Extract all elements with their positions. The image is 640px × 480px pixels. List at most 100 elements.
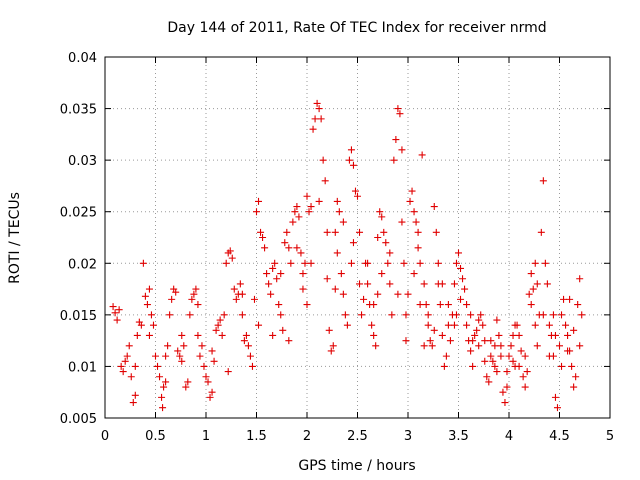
data-point xyxy=(568,362,576,370)
data-point xyxy=(574,301,582,309)
data-point xyxy=(378,270,386,278)
data-point xyxy=(343,321,351,329)
data-point xyxy=(309,125,317,133)
data-point xyxy=(418,151,426,159)
data-point xyxy=(242,331,250,339)
data-point xyxy=(434,259,442,267)
data-point xyxy=(283,228,291,236)
data-point xyxy=(307,203,315,211)
data-point xyxy=(578,311,586,319)
data-point xyxy=(452,259,460,267)
data-point xyxy=(551,331,559,339)
data-point xyxy=(206,393,214,401)
data-point xyxy=(503,383,511,391)
data-point xyxy=(109,303,117,311)
data-point xyxy=(356,228,364,236)
y-tick-label: 0.015 xyxy=(60,309,97,324)
data-point xyxy=(113,316,121,324)
data-point xyxy=(281,239,289,247)
data-point xyxy=(285,244,293,252)
data-point xyxy=(562,321,570,329)
data-point xyxy=(303,301,311,309)
data-point xyxy=(333,249,341,257)
data-point xyxy=(543,280,551,288)
data-point xyxy=(218,331,226,339)
data-point xyxy=(172,288,180,296)
data-point xyxy=(457,295,465,303)
data-point xyxy=(162,378,170,386)
data-point xyxy=(481,337,489,345)
data-point xyxy=(473,326,481,334)
data-point xyxy=(531,259,539,267)
data-point xyxy=(541,259,549,267)
data-point xyxy=(493,316,501,324)
data-point xyxy=(196,352,204,360)
x-tick-label: 4.5 xyxy=(549,429,570,444)
x-tick-label: 2 xyxy=(303,429,311,444)
data-point xyxy=(321,177,329,185)
data-point xyxy=(204,378,212,386)
data-point xyxy=(297,249,305,257)
data-point xyxy=(364,259,372,267)
data-point xyxy=(111,309,119,317)
data-point xyxy=(182,383,190,391)
data-point xyxy=(345,156,353,164)
data-points xyxy=(109,99,586,412)
data-point xyxy=(323,228,331,236)
data-point xyxy=(457,264,465,272)
data-point xyxy=(246,352,254,360)
data-point xyxy=(553,404,561,412)
data-point xyxy=(315,105,323,113)
x-tick-label: 0.5 xyxy=(145,429,166,444)
data-point xyxy=(208,347,216,355)
data-point xyxy=(529,285,537,293)
data-point xyxy=(414,244,422,252)
y-tick-label: 0.025 xyxy=(60,206,97,221)
data-point xyxy=(392,136,400,144)
data-point xyxy=(519,373,527,381)
data-point xyxy=(509,357,517,365)
data-point xyxy=(293,244,301,252)
data-point xyxy=(368,321,376,329)
x-tick-label: 0 xyxy=(101,429,109,444)
x-tick-label: 3.5 xyxy=(448,429,469,444)
data-point xyxy=(315,197,323,205)
data-point xyxy=(257,228,265,236)
data-point xyxy=(497,342,505,350)
data-point xyxy=(117,362,125,370)
data-point xyxy=(339,290,347,298)
data-point xyxy=(402,337,410,345)
data-point xyxy=(505,352,513,360)
data-point xyxy=(331,228,339,236)
data-point xyxy=(238,311,246,319)
chart-title: Day 144 of 2011, Rate Of TEC Index for r… xyxy=(167,20,546,36)
data-point xyxy=(566,295,574,303)
data-point xyxy=(422,301,430,309)
data-point xyxy=(430,203,438,211)
data-point xyxy=(339,218,347,226)
data-point xyxy=(463,301,471,309)
data-point xyxy=(511,321,519,329)
data-point xyxy=(394,105,402,113)
data-point xyxy=(372,342,380,350)
data-point xyxy=(438,280,446,288)
data-point xyxy=(210,357,218,365)
data-point xyxy=(333,197,341,205)
data-point xyxy=(424,311,432,319)
data-point xyxy=(461,285,469,293)
data-point xyxy=(424,321,432,329)
data-point xyxy=(523,368,531,376)
data-point xyxy=(277,311,285,319)
data-point xyxy=(341,311,349,319)
data-point xyxy=(450,280,458,288)
data-point xyxy=(376,208,384,216)
data-point xyxy=(347,146,355,154)
data-point xyxy=(158,393,166,401)
data-point xyxy=(222,259,230,267)
data-point xyxy=(311,115,319,123)
data-point xyxy=(236,280,244,288)
data-point xyxy=(576,275,584,283)
data-point xyxy=(141,292,149,300)
data-point xyxy=(147,311,155,319)
data-point xyxy=(410,270,418,278)
